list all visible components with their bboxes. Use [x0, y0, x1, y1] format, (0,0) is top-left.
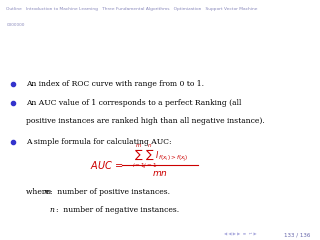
Text: An index of ROC curve with range from 0 to 1.: An index of ROC curve with range from 0 …	[26, 80, 204, 88]
Text: 0000000: 0000000	[6, 23, 25, 27]
Text: where: where	[26, 188, 52, 196]
Text: An AUC value of 1 corresponds to a perfect Ranking (all: An AUC value of 1 corresponds to a perfe…	[26, 99, 241, 107]
Text: $\mathit{AUC}$ =: $\mathit{AUC}$ =	[90, 159, 123, 171]
Text: Area under the Curve (AUC): Area under the Curve (AUC)	[10, 40, 230, 54]
Text: m: m	[43, 188, 51, 196]
Text: Evaluation and: Evaluation and	[282, 7, 318, 11]
Text: $mn$: $mn$	[152, 169, 168, 178]
Text: :  number of negative instances.: : number of negative instances.	[56, 206, 179, 214]
Text: :  number of positive instances.: : number of positive instances.	[50, 188, 170, 196]
Text: A simple formula for calculating AUC:: A simple formula for calculating AUC:	[26, 138, 171, 146]
Text: n: n	[50, 206, 54, 214]
Text: $\sum_{i=1}^{m}\sum_{j=1}^{n}I_{f(x_i)>f(x_j)}$: $\sum_{i=1}^{m}\sum_{j=1}^{n}I_{f(x_i)>f…	[132, 144, 188, 171]
Text: Outline   Introduction to Machine Learning   Three Fundamental Algorithms   Opti: Outline Introduction to Machine Learning…	[6, 7, 262, 11]
Text: 133 / 136: 133 / 136	[284, 232, 310, 237]
Text: positive instances are ranked high than all negative instance).: positive instances are ranked high than …	[26, 117, 264, 125]
Text: ◀ ◀ ▶ ▶  ≡  ↩ ▶: ◀ ◀ ▶ ▶ ≡ ↩ ▶	[224, 233, 257, 237]
